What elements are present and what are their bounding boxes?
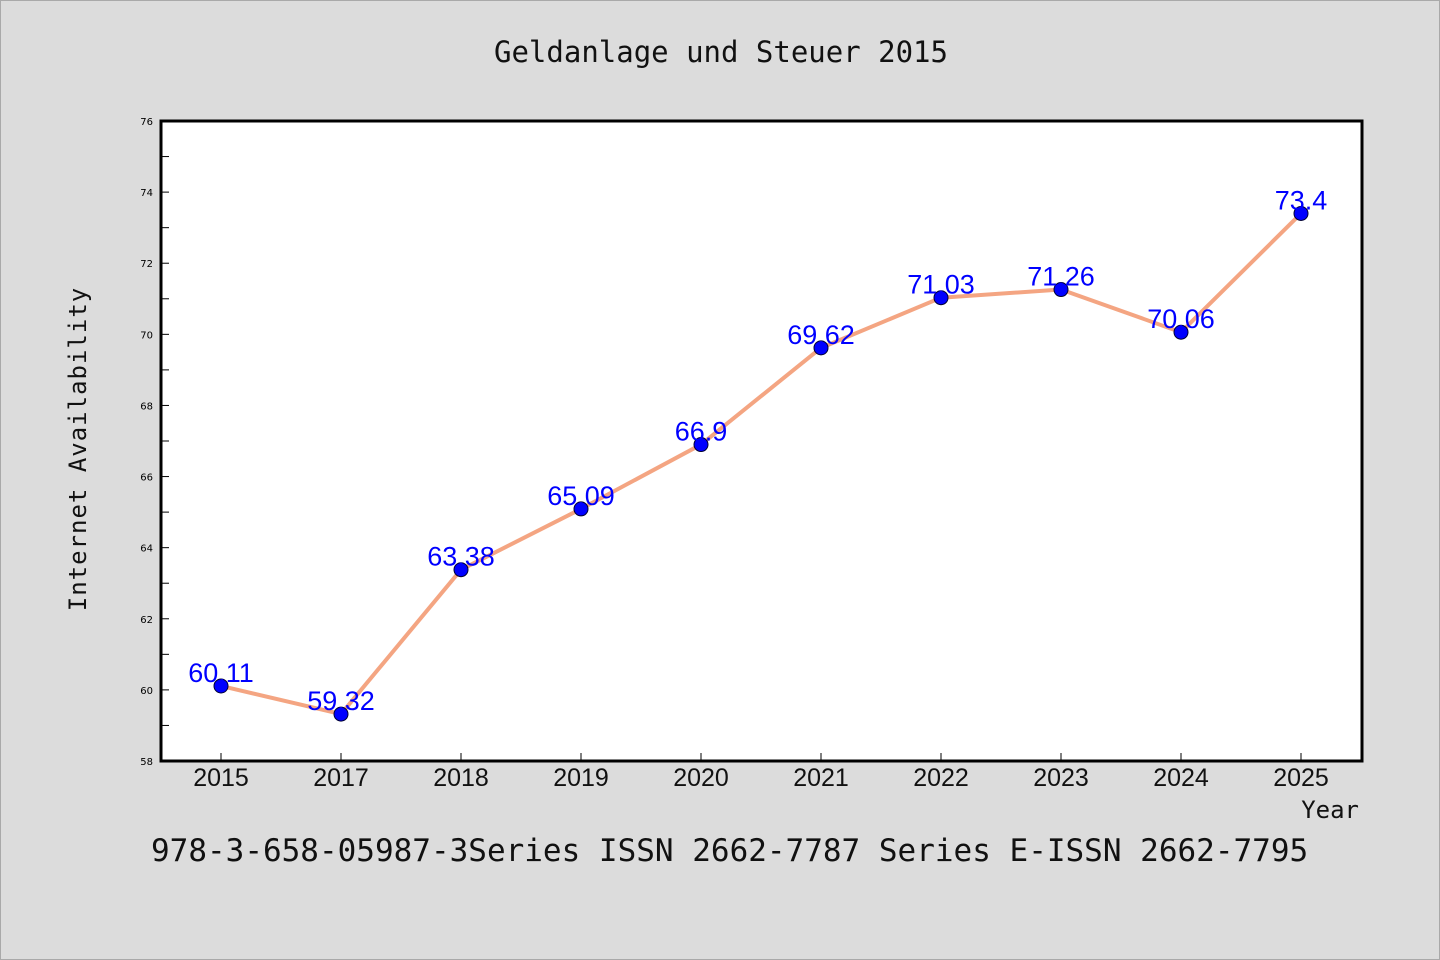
y-tick-label: 72 [140, 259, 153, 270]
data-point [453, 562, 469, 578]
data-point [213, 678, 229, 694]
series-line [220, 212, 1303, 717]
x-axis-label: Year [1301, 796, 1359, 824]
x-tick-label: 2020 [673, 764, 729, 792]
y-axis-label: Internet Availability [64, 286, 92, 612]
y-tick-label: 68 [140, 401, 153, 412]
x-tick-label: 2024 [1153, 764, 1209, 792]
y-tick-label: 60 [140, 686, 153, 697]
x-tick-label: 2019 [553, 764, 609, 792]
data-point [1053, 282, 1069, 298]
y-tick-label: 76 [140, 117, 153, 128]
y-tick-label: 62 [140, 615, 153, 626]
chart-title: Geldanlage und Steuer 2015 [494, 35, 948, 69]
x-tick-label: 2015 [193, 764, 249, 792]
data-label: 69.62 [787, 320, 855, 350]
x-tick-label: 2025 [1273, 764, 1329, 792]
data-label: 66.9 [675, 417, 728, 447]
data-label: 63.38 [427, 542, 495, 572]
x-tick-label: 2021 [793, 764, 849, 792]
data-label: 73.4 [1275, 185, 1328, 215]
x-tick-label: 2022 [913, 764, 969, 792]
y-tick-label: 66 [140, 473, 153, 484]
data-label: 65.09 [547, 481, 615, 511]
y-tick-label: 70 [140, 330, 153, 341]
y-tick-label: 58 [140, 757, 153, 768]
data-point [933, 290, 949, 306]
data-point [1293, 205, 1309, 221]
x-tick-label: 2023 [1033, 764, 1089, 792]
data-label: 59.32 [307, 686, 375, 716]
data-point [573, 501, 589, 517]
data-label: 70.06 [1147, 304, 1215, 334]
data-point [1173, 324, 1189, 340]
x-tick-label: 2017 [313, 764, 369, 792]
y-tick-label: 74 [140, 188, 153, 199]
y-tick-label: 64 [140, 544, 153, 555]
x-tick-label: 2018 [433, 764, 489, 792]
data-point [693, 437, 709, 453]
data-point [333, 706, 349, 722]
plot-area [161, 121, 1362, 761]
plot-border [159, 119, 1364, 763]
data-label: 71.03 [907, 270, 975, 300]
data-point [813, 340, 829, 356]
footer-isbn-issn: 978-3-658-05987-3Series ISSN 2662-7787 S… [151, 833, 1309, 869]
data-label: 71.26 [1027, 262, 1095, 292]
data-label: 60.11 [188, 658, 254, 688]
